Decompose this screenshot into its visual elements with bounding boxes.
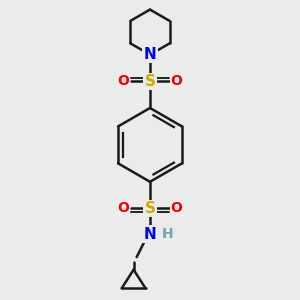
Text: O: O [171,74,183,88]
Text: N: N [144,226,156,242]
Text: N: N [144,47,156,62]
Text: S: S [145,201,155,216]
Text: S: S [145,74,155,89]
Text: O: O [117,201,129,215]
Text: O: O [171,201,183,215]
Text: O: O [117,74,129,88]
Text: H: H [162,227,173,241]
